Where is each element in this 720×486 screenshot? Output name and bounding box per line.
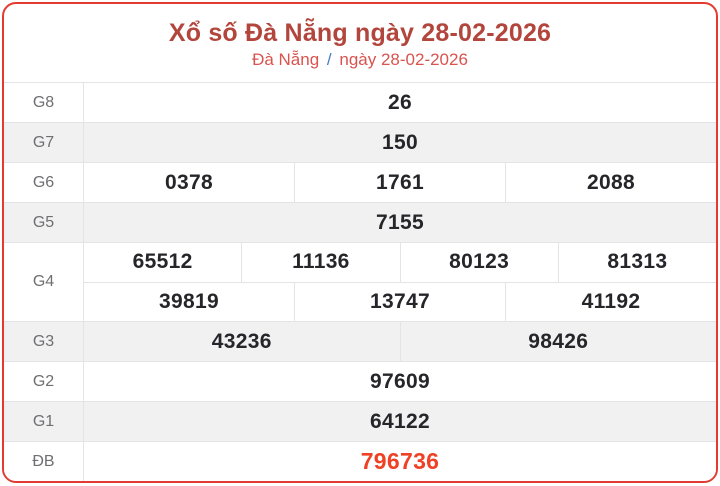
prize-values: 0378 1761 2088: [84, 163, 716, 202]
prize-row-g1: G1 64122: [4, 401, 716, 441]
prize-label: G6: [4, 163, 84, 202]
prize-value-group: 65512 11136 80123 81313: [84, 243, 716, 282]
prize-table: G8 26 G7 150 G6 0378 1761 2088 G5 7155 G4 65512 1113…: [4, 82, 716, 481]
prize-number: 2088: [505, 163, 716, 202]
prize-row-g2: G2 97609: [4, 361, 716, 401]
prize-value-group: 150: [84, 123, 716, 162]
prize-label: G7: [4, 123, 84, 162]
prize-number: 41192: [505, 282, 716, 321]
prize-number: 150: [382, 130, 418, 154]
prize-number: 1761: [294, 163, 505, 202]
prize-number: 7155: [376, 210, 424, 234]
prize-label: G1: [4, 402, 84, 441]
prize-number: 11136: [241, 243, 399, 282]
prize-value-group: 64122: [84, 402, 716, 441]
prize-values: 64122: [84, 402, 716, 441]
prize-label: G2: [4, 362, 84, 401]
prize-number: 81313: [557, 243, 716, 282]
prize-number: 80123: [399, 243, 558, 282]
prize-value-group: 97609: [84, 362, 716, 401]
prize-number: 13747: [294, 282, 505, 321]
prize-row-g8: G8 26: [4, 82, 716, 122]
prize-label: G4: [4, 243, 84, 321]
prize-label: G5: [4, 203, 84, 242]
prize-value-group: 43236 98426: [84, 322, 716, 361]
prize-number: 0378: [165, 170, 213, 194]
prize-label: G8: [4, 83, 84, 122]
prize-value-group: 0378 1761 2088: [84, 163, 716, 202]
prize-value-group: 796736: [84, 442, 716, 481]
prize-number: 97609: [370, 369, 430, 393]
prize-number: 65512: [132, 250, 193, 274]
prize-values: 97609: [84, 362, 716, 401]
prize-values: 7155: [84, 203, 716, 242]
card-header: Xổ số Đà Nẵng ngày 28-02-2026 Đà Nẵng / …: [4, 4, 716, 82]
breadcrumb: Đà Nẵng / ngày 28-02-2026: [252, 50, 468, 70]
prize-value-group: 7155: [84, 203, 716, 242]
prize-row-đb: ĐB 796736: [4, 441, 716, 481]
prize-value-group: 26: [84, 83, 716, 122]
prize-values: 65512 11136 80123 81313 39819 13747 41192: [84, 243, 716, 321]
prize-label: G3: [4, 322, 84, 361]
prize-label: ĐB: [4, 442, 84, 481]
prize-row-g4: G4 65512 11136 80123 81313 39819 13747 41192: [4, 242, 716, 321]
special-prize-number: 796736: [360, 448, 440, 474]
prize-value-group: 39819 13747 41192: [84, 281, 716, 321]
breadcrumb-date-link[interactable]: ngày 28-02-2026: [339, 49, 468, 69]
prize-values: 43236 98426: [84, 322, 716, 361]
breadcrumb-separator: /: [326, 49, 332, 69]
prize-number: 43236: [211, 329, 272, 353]
prize-row-g3: G3 43236 98426: [4, 321, 716, 361]
prize-number: 26: [388, 90, 412, 114]
prize-number: 64122: [370, 409, 430, 433]
prize-number: 39819: [159, 289, 219, 313]
prize-values: 150: [84, 123, 716, 162]
prize-row-g5: G5 7155: [4, 202, 716, 242]
prize-row-g6: G6 0378 1761 2088: [4, 162, 716, 202]
breadcrumb-region-link[interactable]: Đà Nẵng: [252, 49, 320, 69]
page-title: Xổ số Đà Nẵng ngày 28-02-2026: [168, 19, 552, 48]
prize-row-g7: G7 150: [4, 122, 716, 162]
prize-values: 796736: [84, 442, 716, 481]
prize-number: 98426: [399, 322, 717, 361]
prize-values: 26: [84, 83, 716, 122]
